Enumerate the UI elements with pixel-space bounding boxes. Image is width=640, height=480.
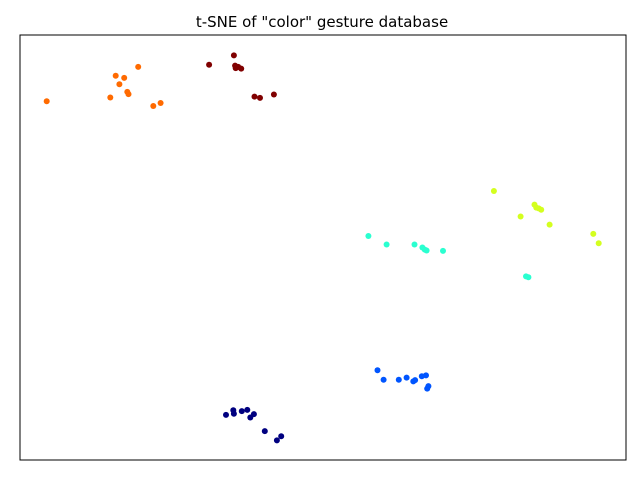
data-point-series-0-1 <box>107 94 114 101</box>
data-point-series-5-8 <box>273 437 280 444</box>
data-point-series-3-8 <box>525 274 532 281</box>
data-point-series-0-4 <box>121 74 128 81</box>
data-point-series-2-5 <box>538 206 545 213</box>
data-point-series-3-0 <box>365 233 372 239</box>
data-point-series-2-7 <box>590 230 597 237</box>
data-point-series-0-0 <box>43 98 50 105</box>
data-point-series-2-6 <box>546 221 553 228</box>
data-point-series-3-1 <box>383 241 390 248</box>
data-point-series-2-0 <box>490 188 497 194</box>
data-point-series-1-6 <box>251 93 258 100</box>
data-point-series-4-0 <box>374 367 381 374</box>
data-point-series-4-3 <box>403 374 410 381</box>
data-point-series-1-7 <box>257 94 263 101</box>
data-point-series-5-0 <box>223 411 229 418</box>
data-point-series-0-9 <box>157 100 164 106</box>
data-point-series-0-3 <box>116 81 123 88</box>
data-point-series-2-1 <box>517 213 524 220</box>
data-point-series-3-6 <box>440 247 446 254</box>
chart-title: t-SNE of "color" gesture database <box>196 13 448 31</box>
data-point-series-1-5 <box>238 65 245 72</box>
plot-area-frame <box>19 34 627 461</box>
data-point-series-1-0 <box>206 61 213 68</box>
data-point-series-1-1 <box>230 52 237 59</box>
data-point-series-0-2 <box>112 72 119 79</box>
data-point-series-5-2 <box>230 410 237 417</box>
data-point-series-5-3 <box>238 408 245 415</box>
data-point-series-3-2 <box>411 241 418 248</box>
data-point-series-0-8 <box>150 103 157 109</box>
data-point-series-5-4 <box>244 406 251 413</box>
data-point-series-5-9 <box>278 433 285 440</box>
data-point-series-4-2 <box>395 376 402 383</box>
scatter-points <box>43 52 602 444</box>
data-point-series-1-8 <box>270 91 277 98</box>
data-point-series-0-6 <box>125 91 132 98</box>
data-point-series-4-1 <box>380 376 387 383</box>
data-point-series-0-7 <box>135 63 142 70</box>
data-point-series-3-5 <box>423 247 430 254</box>
data-point-series-4-5 <box>412 377 419 384</box>
data-point-series-4-9 <box>425 383 432 390</box>
data-point-series-5-6 <box>250 411 257 418</box>
data-point-series-5-7 <box>261 428 268 435</box>
data-point-series-4-7 <box>423 372 429 379</box>
data-point-series-2-8 <box>595 240 602 247</box>
